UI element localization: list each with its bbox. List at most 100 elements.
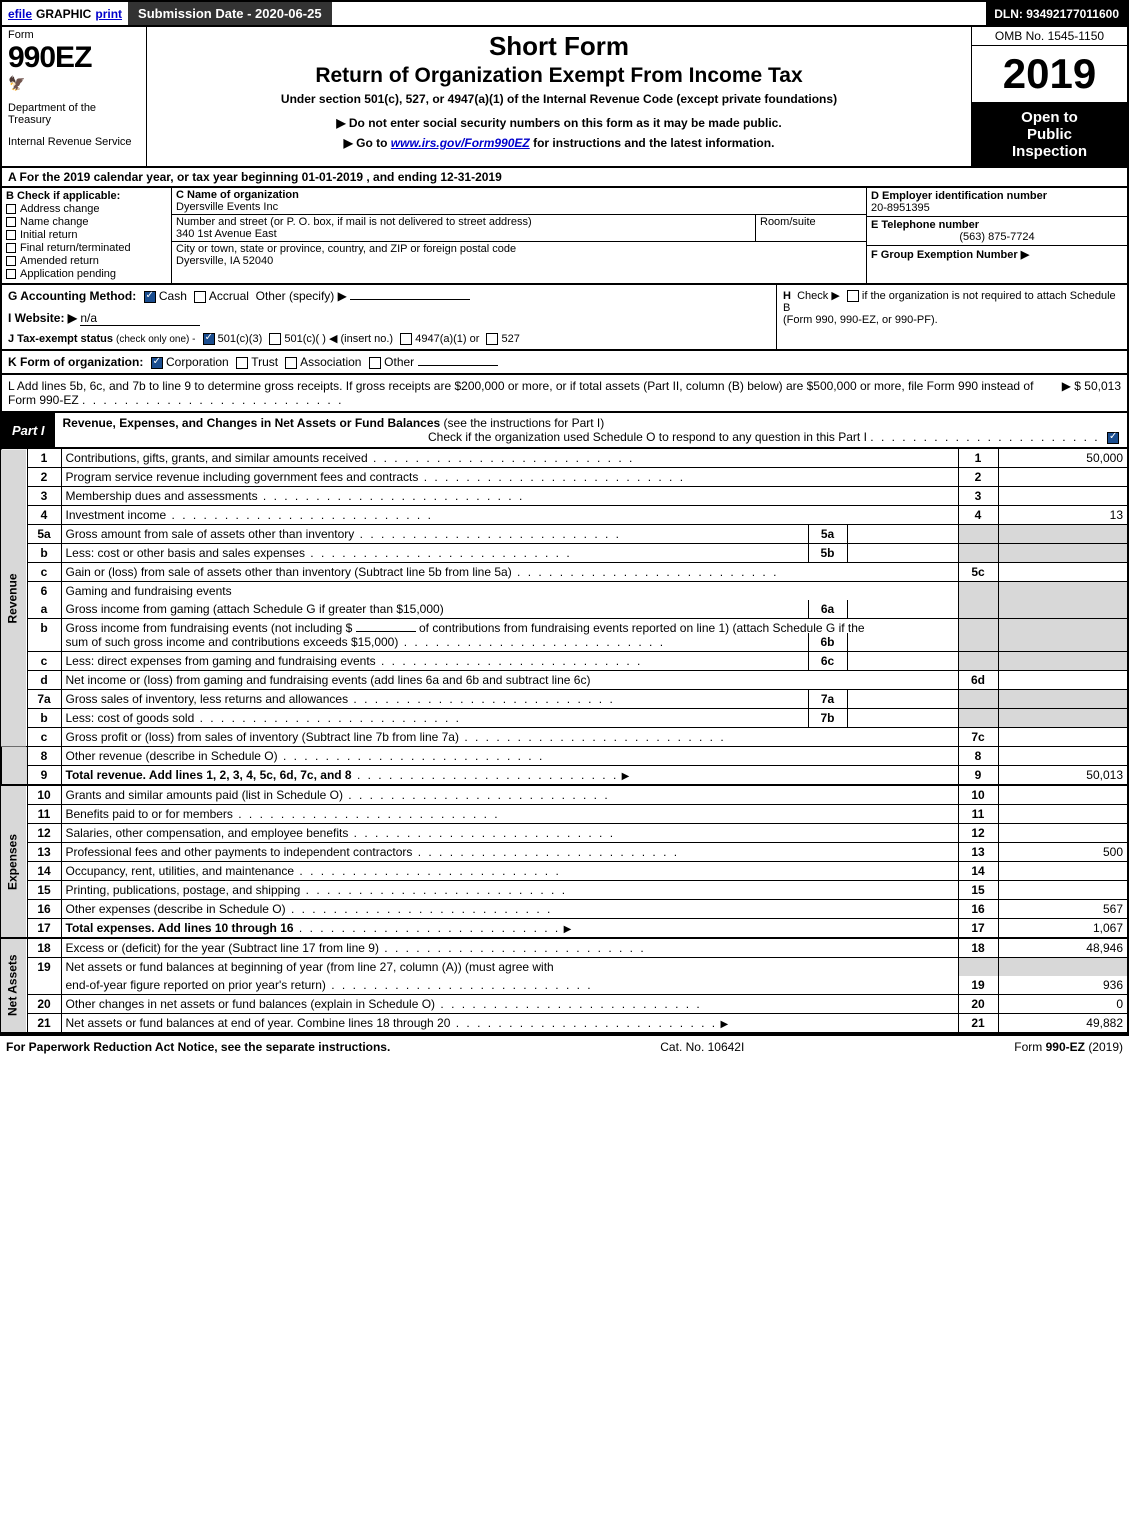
ln-desc: Printing, publications, postage, and shi… xyxy=(61,881,958,900)
check-accrual[interactable] xyxy=(194,291,206,303)
ln-num: 10 xyxy=(27,785,61,805)
line-6c: c Less: direct expenses from gaming and … xyxy=(1,652,1128,671)
ln-desc: Other changes in net assets or fund bala… xyxy=(61,995,958,1014)
website-value: n/a xyxy=(80,311,200,326)
org-name-value: Dyersville Events Inc xyxy=(176,201,278,213)
l6b-d2: of contributions from fundraising events… xyxy=(419,621,865,635)
check-527[interactable] xyxy=(486,333,498,345)
ln-num: b xyxy=(27,544,61,563)
ln-amt: 48,946 xyxy=(998,938,1128,958)
group-exemption-label: F Group Exemption Number ▶ xyxy=(871,249,1029,261)
ln-num: b xyxy=(27,619,61,652)
check-label: Final return/terminated xyxy=(20,242,131,254)
ln-desc: Less: cost or other basis and sales expe… xyxy=(61,544,958,563)
ln-num: 4 xyxy=(27,506,61,525)
section-c: C Name of organization Dyersville Events… xyxy=(172,188,867,283)
check-application-pending[interactable]: Application pending xyxy=(6,268,167,280)
check-amended-return[interactable]: Amended return xyxy=(6,255,167,267)
line-9: 9 Total revenue. Add lines 1, 2, 3, 4, 5… xyxy=(1,766,1128,786)
ln-ref: 20 xyxy=(958,995,998,1014)
submission-date-button[interactable]: Submission Date - 2020-06-25 xyxy=(128,2,332,25)
ln-ref: 2 xyxy=(958,468,998,487)
ln-amt xyxy=(998,747,1128,766)
open-line2: Public xyxy=(972,126,1127,143)
check-501c[interactable] xyxy=(269,333,281,345)
ln-desc: Other expenses (describe in Schedule O) xyxy=(61,900,958,919)
open-line3: Inspection xyxy=(972,143,1127,160)
ln-amt xyxy=(998,468,1128,487)
check-corporation[interactable] xyxy=(151,357,163,369)
ln-desc: Other revenue (describe in Schedule O) xyxy=(61,747,958,766)
line-15: 15 Printing, publications, postage, and … xyxy=(1,881,1128,900)
ln-desc: Gross income from gaming (attach Schedul… xyxy=(61,600,958,619)
section-def: D Employer identification number 20-8951… xyxy=(867,188,1127,283)
check-trust[interactable] xyxy=(236,357,248,369)
ln-amt: 567 xyxy=(998,900,1128,919)
ln-desc: Gross profit or (loss) from sales of inv… xyxy=(61,728,958,747)
shade-cell xyxy=(998,958,1128,977)
shade-cell xyxy=(958,600,998,619)
form-word: Form xyxy=(8,29,140,41)
city-value: Dyersville, IA 52040 xyxy=(176,255,273,267)
shade-cell xyxy=(998,582,1128,601)
goto-suffix: for instructions and the latest informat… xyxy=(533,136,774,150)
sub-amt xyxy=(848,544,958,562)
g-accrual: Accrual xyxy=(209,289,249,303)
part1-title: Revenue, Expenses, and Changes in Net As… xyxy=(63,416,441,430)
check-4947[interactable] xyxy=(400,333,412,345)
line-8: 8 Other revenue (describe in Schedule O)… xyxy=(1,747,1128,766)
ein-value: 20-8951395 xyxy=(871,202,930,214)
check-other[interactable] xyxy=(369,357,381,369)
line-6a: a Gross income from gaming (attach Sched… xyxy=(1,600,1128,619)
print-link[interactable]: print xyxy=(95,7,122,21)
check-501c3[interactable] xyxy=(203,333,215,345)
check-address-change[interactable]: Address change xyxy=(6,203,167,215)
ln-amt: 13 xyxy=(998,506,1128,525)
street-label: Number and street (or P. O. box, if mail… xyxy=(176,216,532,228)
check-association[interactable] xyxy=(285,357,297,369)
org-name-label: C Name of organization xyxy=(176,189,299,201)
omb-number: OMB No. 1545-1150 xyxy=(972,27,1127,46)
check-schedule-o[interactable] xyxy=(1107,432,1119,444)
line-13: 13 Professional fees and other payments … xyxy=(1,843,1128,862)
check-initial-return[interactable]: Initial return xyxy=(6,229,167,241)
check-label: Name change xyxy=(20,216,89,228)
ln-num: 11 xyxy=(27,805,61,824)
ln-num: 18 xyxy=(27,938,61,958)
row-g: G Accounting Method: Cash Accrual Other … xyxy=(2,285,777,349)
ln-num: d xyxy=(27,671,61,690)
ln-num: c xyxy=(27,728,61,747)
sub-num: 6b xyxy=(808,633,848,651)
line-19a: 19 Net assets or fund balances at beginn… xyxy=(1,958,1128,977)
sub-amt xyxy=(848,633,958,651)
h-check-text: Check ▶ xyxy=(797,290,840,302)
open-to-public: Open to Public Inspection xyxy=(972,103,1127,166)
l6b-blank[interactable] xyxy=(356,631,416,632)
j-527: 527 xyxy=(502,333,520,345)
under-section: Under section 501(c), 527, or 4947(a)(1)… xyxy=(153,92,965,106)
footer-right: Form 990-EZ (2019) xyxy=(1014,1040,1123,1054)
k-other-blank[interactable] xyxy=(418,365,498,366)
ln-amt xyxy=(998,671,1128,690)
g-other-blank[interactable] xyxy=(350,299,470,300)
check-name-change[interactable]: Name change xyxy=(6,216,167,228)
side-netassets: Net Assets xyxy=(1,938,27,1033)
shade-cell xyxy=(958,619,998,652)
sub-amt xyxy=(848,525,958,543)
check-cash[interactable] xyxy=(144,291,156,303)
sub-amt xyxy=(848,600,958,618)
form-number: 990EZ xyxy=(8,41,140,75)
goto-line: ▶ Go to www.irs.gov/Form990EZ for instru… xyxy=(153,136,965,150)
check-schedule-b[interactable] xyxy=(847,290,859,302)
g-other: Other (specify) ▶ xyxy=(256,289,347,303)
dept-irs: Internal Revenue Service xyxy=(8,136,140,148)
check-final-return[interactable]: Final return/terminated xyxy=(6,242,167,254)
row-h: H Check ▶ if the organization is not req… xyxy=(777,285,1127,349)
k-trust: Trust xyxy=(251,355,278,369)
shade-cell xyxy=(958,582,998,601)
graphic-label: GRAPHIC xyxy=(36,7,91,21)
goto-link[interactable]: www.irs.gov/Form990EZ xyxy=(391,136,530,150)
sub-num: 6a xyxy=(808,600,848,618)
ln-amt xyxy=(998,728,1128,747)
efile-link[interactable]: efile xyxy=(8,7,32,21)
